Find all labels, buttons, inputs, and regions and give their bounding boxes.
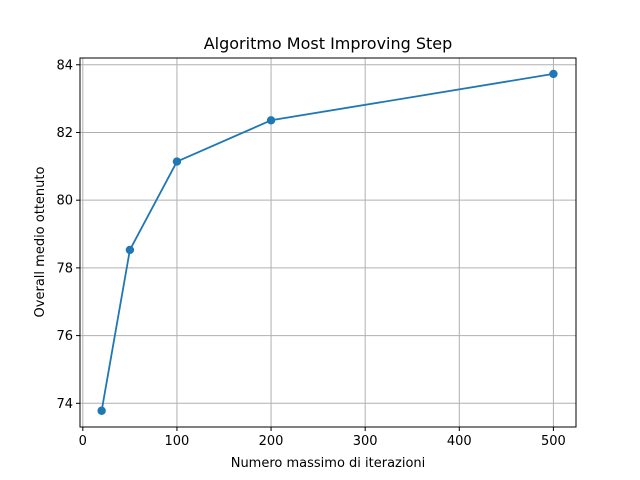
series-layer	[97, 69, 558, 415]
data-point	[125, 245, 135, 255]
plot-area-frame	[79, 57, 577, 428]
x-axis-label: Numero massimo di iterazioni	[231, 456, 426, 471]
chart-title: Algoritmo Most Improving Step	[204, 34, 453, 53]
ticks: 0 100 200 300 400 500 74 76 78 80 82 84	[56, 58, 565, 449]
x-tick-label: 100	[165, 434, 190, 449]
y-axis-label: Overall medio ottenuto	[33, 167, 48, 318]
data-point	[549, 69, 558, 79]
y-tick-label: 78	[56, 261, 73, 276]
x-tick-label: 0	[79, 434, 87, 449]
x-tick-label: 400	[447, 434, 472, 449]
data-point	[97, 406, 106, 415]
data-point	[266, 116, 276, 125]
series-line	[100, 73, 554, 411]
y-tick-label: 74	[56, 397, 73, 412]
y-tick-label: 80	[56, 194, 73, 209]
y-tick-label: 82	[56, 126, 73, 141]
x-tick-label: 500	[541, 434, 566, 449]
x-tick-label: 300	[353, 434, 378, 449]
y-tick-label: 84	[56, 58, 73, 73]
y-tick-label: 76	[56, 329, 73, 344]
data-point	[172, 157, 182, 166]
grid	[80, 58, 576, 427]
x-tick-label: 200	[259, 434, 284, 449]
